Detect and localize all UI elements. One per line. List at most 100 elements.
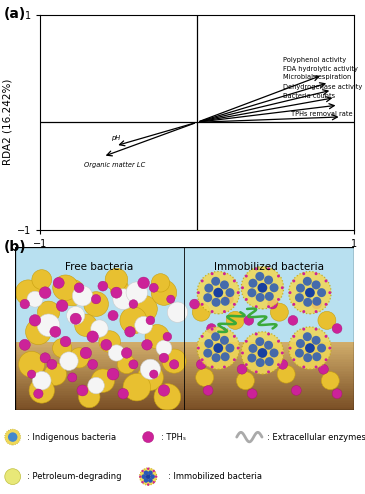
Bar (15, 405, 354, 407)
Ellipse shape (278, 360, 288, 370)
Ellipse shape (203, 385, 213, 395)
Ellipse shape (318, 311, 336, 329)
Ellipse shape (302, 310, 305, 313)
Ellipse shape (162, 349, 186, 373)
Ellipse shape (332, 389, 342, 399)
Bar (15, 376, 354, 377)
Ellipse shape (108, 310, 118, 321)
Ellipse shape (88, 377, 104, 394)
Text: Immobilized bacteria: Immobilized bacteria (214, 261, 324, 272)
Ellipse shape (221, 297, 230, 306)
Ellipse shape (53, 278, 64, 288)
Ellipse shape (47, 359, 57, 370)
Ellipse shape (50, 326, 61, 337)
Ellipse shape (296, 284, 305, 292)
Ellipse shape (224, 294, 233, 304)
Ellipse shape (118, 388, 128, 399)
Ellipse shape (192, 303, 210, 321)
Ellipse shape (268, 299, 277, 309)
Ellipse shape (315, 310, 318, 313)
Ellipse shape (147, 467, 149, 470)
Ellipse shape (256, 358, 265, 367)
Ellipse shape (91, 294, 101, 304)
Ellipse shape (129, 300, 138, 308)
Ellipse shape (223, 310, 226, 313)
Ellipse shape (296, 339, 305, 348)
Ellipse shape (312, 281, 320, 289)
Ellipse shape (214, 343, 223, 353)
Ellipse shape (211, 272, 214, 275)
Ellipse shape (214, 288, 223, 297)
Ellipse shape (74, 283, 84, 292)
Ellipse shape (201, 303, 204, 306)
Ellipse shape (241, 267, 284, 309)
Ellipse shape (303, 353, 312, 362)
Ellipse shape (68, 373, 77, 382)
Ellipse shape (255, 370, 258, 373)
Ellipse shape (233, 358, 236, 361)
Ellipse shape (247, 288, 256, 297)
Ellipse shape (303, 332, 312, 341)
Ellipse shape (150, 474, 155, 479)
Bar (15, 398, 354, 400)
Ellipse shape (328, 347, 331, 350)
Ellipse shape (264, 276, 273, 285)
Ellipse shape (151, 274, 170, 292)
Ellipse shape (223, 366, 226, 369)
Ellipse shape (72, 286, 93, 306)
Bar (15, 348, 354, 350)
Ellipse shape (149, 283, 158, 292)
Bar (15, 393, 354, 395)
Ellipse shape (84, 291, 108, 317)
Ellipse shape (154, 384, 181, 411)
Ellipse shape (244, 316, 254, 325)
Ellipse shape (303, 298, 312, 307)
Bar (15, 407, 354, 409)
Ellipse shape (69, 348, 89, 368)
Ellipse shape (233, 303, 236, 306)
Bar (15, 384, 354, 386)
Ellipse shape (201, 335, 204, 338)
Ellipse shape (203, 293, 212, 302)
Ellipse shape (289, 291, 292, 294)
Bar (15, 409, 354, 410)
Ellipse shape (80, 347, 92, 359)
Ellipse shape (156, 340, 172, 356)
Ellipse shape (233, 335, 236, 338)
Ellipse shape (241, 332, 284, 374)
Bar (15, 362, 354, 364)
Ellipse shape (256, 293, 265, 302)
Ellipse shape (53, 338, 72, 358)
Ellipse shape (267, 305, 270, 308)
Bar (15, 383, 354, 384)
Text: FDA hydrolytic activity: FDA hydrolytic activity (284, 66, 358, 72)
Ellipse shape (264, 341, 273, 350)
Ellipse shape (315, 366, 318, 369)
Ellipse shape (270, 348, 278, 358)
Ellipse shape (255, 272, 264, 281)
Ellipse shape (167, 302, 188, 323)
Ellipse shape (98, 281, 108, 291)
Bar (15, 350, 354, 352)
Text: (a): (a) (4, 7, 26, 21)
Ellipse shape (321, 371, 339, 390)
Ellipse shape (110, 280, 129, 299)
Ellipse shape (44, 363, 66, 385)
Ellipse shape (111, 287, 122, 298)
Ellipse shape (332, 324, 342, 333)
Ellipse shape (265, 292, 274, 301)
Ellipse shape (201, 358, 204, 361)
Ellipse shape (312, 336, 320, 345)
Text: Dehydrogenase activity: Dehydrogenase activity (284, 84, 363, 90)
Ellipse shape (167, 295, 175, 303)
Ellipse shape (233, 280, 236, 283)
Ellipse shape (101, 339, 112, 350)
Ellipse shape (258, 348, 267, 358)
Ellipse shape (140, 359, 161, 379)
Ellipse shape (305, 288, 315, 297)
Bar (15, 396, 354, 398)
Ellipse shape (267, 370, 270, 373)
Bar (15, 388, 354, 389)
Ellipse shape (277, 340, 280, 343)
Ellipse shape (245, 340, 248, 343)
